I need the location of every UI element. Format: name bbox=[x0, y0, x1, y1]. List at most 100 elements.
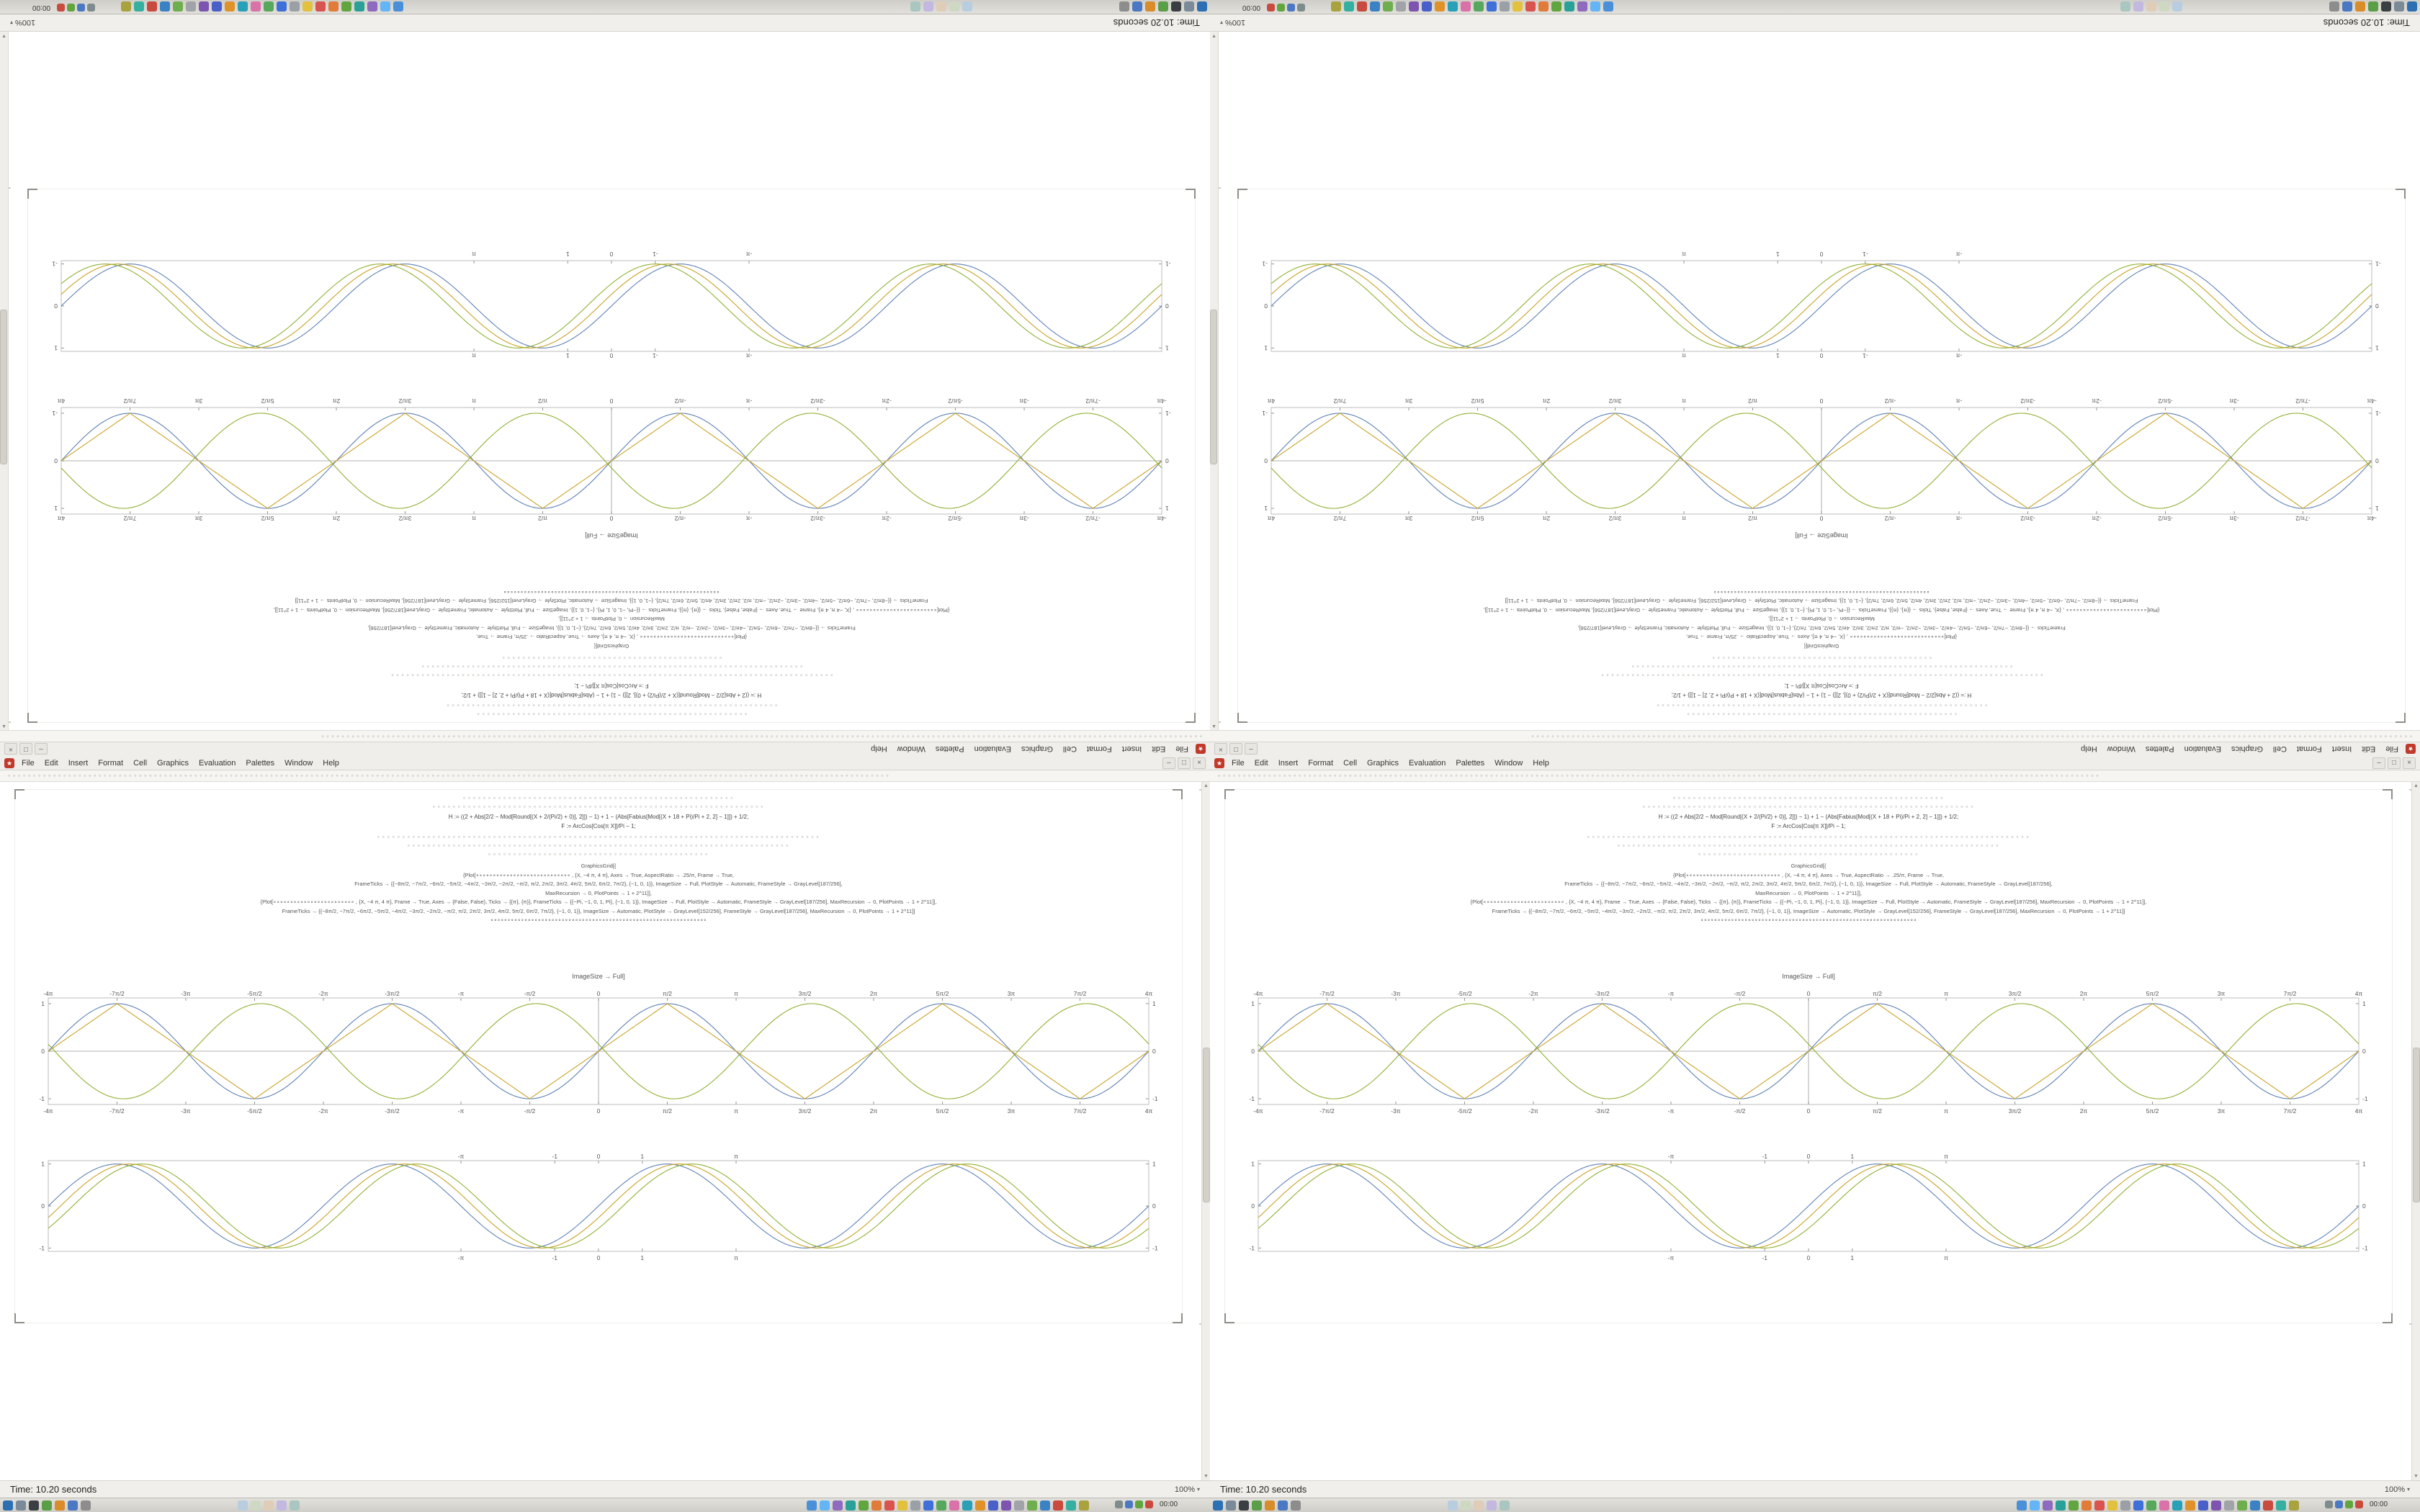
menu-item-window[interactable]: Window bbox=[284, 758, 313, 768]
taskbar-icon-files[interactable] bbox=[2394, 1, 2404, 12]
window-maximize-button[interactable]: □ bbox=[1229, 743, 1242, 755]
tray-icon-update[interactable] bbox=[1135, 1500, 1143, 1508]
zoom-control[interactable]: 100% bbox=[1225, 18, 1246, 27]
taskbar-app-2[interactable] bbox=[2030, 1500, 2040, 1511]
start-button[interactable] bbox=[2407, 1, 2417, 12]
scroll-up-button[interactable]: ▲ bbox=[1204, 783, 1209, 788]
taskbar-app-15[interactable] bbox=[1422, 1, 1432, 12]
taskbar-app-6[interactable] bbox=[2081, 1500, 2092, 1511]
taskbar-app-6[interactable] bbox=[871, 1500, 882, 1511]
menu-item-cell[interactable]: Cell bbox=[1062, 744, 1077, 754]
taskbar-app-12[interactable] bbox=[949, 1500, 959, 1511]
taskbar-app-2[interactable] bbox=[820, 1500, 830, 1511]
menu-item-window[interactable]: Window bbox=[1494, 758, 1523, 768]
taskbar-icon-browser[interactable] bbox=[1265, 1500, 1275, 1511]
taskbar-icon-browser[interactable] bbox=[55, 1500, 65, 1511]
menu-item-insert[interactable]: Insert bbox=[1121, 744, 1142, 754]
taskbar-app-6[interactable] bbox=[1538, 1, 1549, 12]
taskbar-icon-terminal[interactable] bbox=[1171, 1, 1181, 12]
menu-item-insert[interactable]: Insert bbox=[1278, 758, 1299, 768]
tray-icon-volume[interactable] bbox=[1125, 1500, 1133, 1508]
taskbar-icon-settings[interactable] bbox=[2329, 1, 2339, 12]
taskbar-app-4[interactable] bbox=[354, 1, 364, 12]
taskbar-icon-mail[interactable] bbox=[1278, 1500, 1288, 1511]
scrollbar-thumb[interactable] bbox=[0, 310, 7, 465]
start-button[interactable] bbox=[1213, 1500, 1223, 1511]
scroll-up-button[interactable]: ▲ bbox=[1, 724, 6, 729]
taskbar-app-4[interactable] bbox=[846, 1500, 856, 1511]
menu-item-format[interactable]: Format bbox=[1086, 744, 1112, 754]
mathematica-spikey-icon[interactable]: ★ bbox=[1214, 757, 1224, 768]
taskbar-window-4[interactable] bbox=[2133, 1, 2143, 12]
taskbar-app-9[interactable] bbox=[910, 1500, 920, 1511]
taskbar-app-5[interactable] bbox=[859, 1500, 869, 1511]
taskbar-icon-editor[interactable] bbox=[2368, 1, 2378, 12]
taskbar-app-17[interactable] bbox=[1014, 1500, 1024, 1511]
menu-item-edit[interactable]: Edit bbox=[1254, 758, 1268, 768]
window-maximize-button[interactable]: □ bbox=[2388, 757, 2401, 769]
menu-item-evaluation[interactable]: Evaluation bbox=[199, 758, 236, 768]
taskbar-app-16[interactable] bbox=[199, 1, 209, 12]
taskbar-window-1[interactable] bbox=[238, 1500, 248, 1511]
chevron-down-icon[interactable]: ▾ bbox=[10, 19, 14, 26]
menu-item-format[interactable]: Format bbox=[1308, 758, 1334, 768]
menu-item-insert[interactable]: Insert bbox=[2331, 744, 2352, 754]
taskbar-app-9[interactable] bbox=[2120, 1500, 2130, 1511]
window-minimize-button[interactable]: – bbox=[2372, 757, 2385, 769]
taskbar-icon-terminal[interactable] bbox=[1239, 1500, 1249, 1511]
window-close-button[interactable]: × bbox=[1214, 743, 1227, 755]
taskbar-window-5[interactable] bbox=[910, 1, 920, 12]
taskbar-app-14[interactable] bbox=[1435, 1, 1445, 12]
taskbar-icon-browser[interactable] bbox=[1145, 1, 1155, 12]
menu-item-palettes[interactable]: Palettes bbox=[935, 744, 964, 754]
taskbar-app-14[interactable] bbox=[225, 1, 235, 12]
window-close-button[interactable]: × bbox=[4, 743, 17, 755]
window-minimize-button[interactable]: – bbox=[1245, 743, 1258, 755]
chevron-down-icon[interactable]: ▾ bbox=[1196, 1486, 1200, 1493]
taskbar-app-13[interactable] bbox=[962, 1500, 972, 1511]
zoom-control[interactable]: 100% bbox=[15, 18, 36, 27]
taskbar-icon-files[interactable] bbox=[1184, 1, 1194, 12]
taskbar-window-2[interactable] bbox=[1461, 1500, 1471, 1511]
taskbar-app-20[interactable] bbox=[1053, 1500, 1063, 1511]
taskbar-window-5[interactable] bbox=[290, 1500, 300, 1511]
taskbar-app-8[interactable] bbox=[1512, 1, 1523, 12]
vertical-scrollbar[interactable]: ▲ ▼ bbox=[1210, 32, 1219, 730]
taskbar-icon-settings[interactable] bbox=[1119, 1, 1129, 12]
menu-item-graphics[interactable]: Graphics bbox=[1021, 744, 1053, 754]
chevron-down-icon[interactable]: ▾ bbox=[2406, 1486, 2410, 1493]
tray-icon-update[interactable] bbox=[2345, 1500, 2353, 1508]
scroll-down-button[interactable]: ▼ bbox=[2414, 1474, 2419, 1479]
taskbar-app-16[interactable] bbox=[1409, 1, 1419, 12]
taskbar-app-7[interactable] bbox=[884, 1500, 895, 1511]
menu-item-cell[interactable]: Cell bbox=[2272, 744, 2287, 754]
window-close-button[interactable]: × bbox=[2403, 757, 2416, 769]
taskbar-window-1[interactable] bbox=[2172, 1, 2182, 12]
taskbar-window-2[interactable] bbox=[251, 1500, 261, 1511]
taskbar-window-2[interactable] bbox=[949, 1, 959, 12]
taskbar-app-17[interactable] bbox=[2224, 1500, 2234, 1511]
taskbar-app-10[interactable] bbox=[923, 1500, 933, 1511]
taskbar-window-5[interactable] bbox=[1500, 1500, 1510, 1511]
menu-item-palettes[interactable]: Palettes bbox=[2145, 744, 2174, 754]
taskbar-app-4[interactable] bbox=[1564, 1, 1574, 12]
taskbar-app-1[interactable] bbox=[807, 1500, 817, 1511]
taskbar-app-21[interactable] bbox=[1066, 1500, 1076, 1511]
start-button[interactable] bbox=[3, 1500, 13, 1511]
vertical-scrollbar[interactable]: ▲ ▼ bbox=[0, 32, 9, 730]
tray-icon-network[interactable] bbox=[1115, 1500, 1123, 1508]
taskbar-window-1[interactable] bbox=[1448, 1500, 1458, 1511]
taskbar-app-22[interactable] bbox=[1331, 1, 1341, 12]
taskbar-app-15[interactable] bbox=[988, 1500, 998, 1511]
taskbar-app-19[interactable] bbox=[2250, 1500, 2260, 1511]
scrollbar-thumb[interactable] bbox=[1210, 310, 1217, 465]
taskbar-icon-editor[interactable] bbox=[42, 1500, 52, 1511]
taskbar-icon-terminal[interactable] bbox=[2381, 1, 2391, 12]
taskbar-icon-editor[interactable] bbox=[1158, 1, 1168, 12]
menu-item-window[interactable]: Window bbox=[2107, 744, 2136, 754]
taskbar-app-19[interactable] bbox=[1370, 1, 1380, 12]
taskbar-icon-settings[interactable] bbox=[1291, 1500, 1301, 1511]
taskbar-icon-settings[interactable] bbox=[81, 1500, 91, 1511]
tray-icon-alert[interactable] bbox=[1267, 4, 1275, 12]
taskbar-app-21[interactable] bbox=[1344, 1, 1354, 12]
